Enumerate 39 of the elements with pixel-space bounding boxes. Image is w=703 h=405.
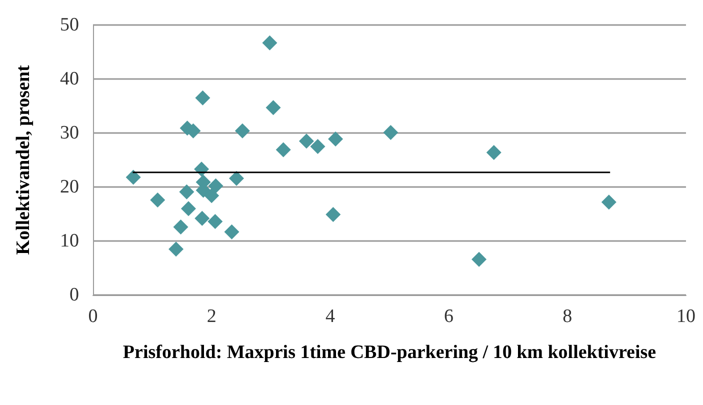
point xyxy=(486,144,502,160)
point xyxy=(601,194,616,210)
y-tick-label: 50 xyxy=(60,14,79,36)
point xyxy=(194,210,210,226)
point xyxy=(208,214,223,230)
point xyxy=(195,90,210,106)
y-tick-label: 10 xyxy=(60,230,79,252)
point xyxy=(168,242,184,257)
point xyxy=(126,170,141,185)
x-tick-label: 2 xyxy=(206,306,216,327)
point xyxy=(208,178,224,194)
point xyxy=(326,207,341,222)
y-tick-label: 40 xyxy=(60,68,79,90)
x-tick-label: 10 xyxy=(676,306,696,327)
point xyxy=(298,134,314,149)
point xyxy=(310,139,326,154)
point xyxy=(150,192,166,208)
point xyxy=(383,124,398,140)
point xyxy=(266,100,281,116)
x-tick-label: 8 xyxy=(562,306,572,327)
y-tick-label: 0 xyxy=(70,284,79,306)
point xyxy=(204,188,220,204)
point xyxy=(179,184,194,200)
point xyxy=(224,224,240,240)
point xyxy=(328,131,344,146)
point xyxy=(180,201,196,216)
y-tick-label: 30 xyxy=(60,122,79,144)
point xyxy=(234,123,250,138)
x-tick-label: 0 xyxy=(88,306,98,327)
point xyxy=(276,142,291,158)
y-tick-label: 20 xyxy=(60,176,79,198)
x-tick-label: 4 xyxy=(325,306,336,327)
point xyxy=(472,252,487,267)
point xyxy=(173,219,188,234)
x-axis-title: Prisforhold: Maxpris 1time CBD-parkering / 10 km kollektivreise xyxy=(122,342,656,363)
x-tick-label: 6 xyxy=(444,306,454,327)
point xyxy=(229,170,244,186)
point xyxy=(262,35,278,50)
y-axis-title: Kollektivandel, prosent xyxy=(13,64,34,255)
